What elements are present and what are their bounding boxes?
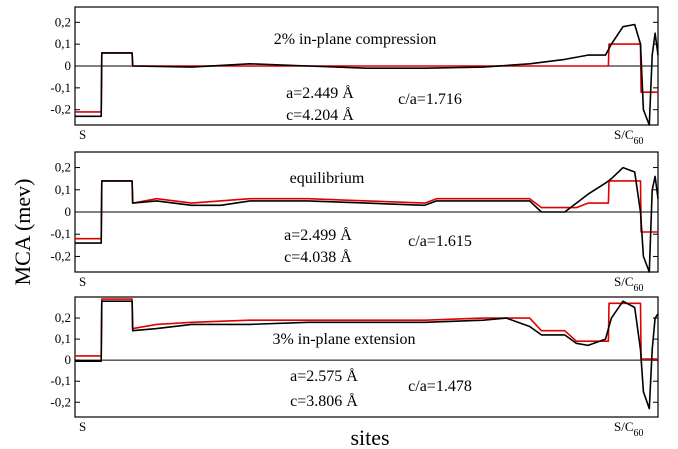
ca-ratio-label: c/a=1.478 — [408, 378, 472, 395]
series-red-line — [75, 298, 658, 360]
ca-ratio-label: c/a=1.615 — [408, 233, 472, 250]
y-tick-label: -0,1 — [50, 373, 71, 388]
panel-3: 0,2 0,1 0 -0,1 -0,2 S S/C60 3% in-plane extensi… — [50, 296, 659, 439]
x-start-label: S — [79, 419, 86, 434]
panel-frame — [74, 296, 659, 418]
series-red-line — [75, 180, 658, 240]
x-axis-label: sites — [350, 425, 389, 449]
lattice-a-label: a=2.449 Å — [286, 84, 354, 102]
y-tick-label: 0,1 — [55, 331, 71, 346]
y-tick-label: 0,1 — [55, 182, 71, 197]
lattice-c-label: c=4.038 Å — [284, 248, 352, 266]
series-black-line — [75, 166, 659, 273]
y-tick-label: 0 — [65, 204, 72, 219]
panel-2: 0,2 0,1 0 -0,1 -0,2 S S/C60 equilibrium a=2.499 … — [50, 151, 659, 294]
y-tick-label: -0,1 — [50, 80, 71, 95]
ca-ratio-label: c/a=1.716 — [398, 91, 462, 108]
series-red-line — [75, 43, 658, 113]
x-end-label: S/C60 — [614, 419, 644, 439]
lattice-a-label: a=2.499 Å — [284, 226, 352, 244]
y-tick-label: 0,2 — [55, 14, 71, 29]
x-end-subscript: 60 — [634, 283, 644, 294]
y-tick-label: -0,1 — [50, 226, 71, 241]
series-black-line — [75, 300, 659, 410]
x-end-subscript: 60 — [634, 428, 644, 439]
lattice-c-label: c=4.204 Å — [286, 106, 354, 124]
y-tick-label: 0,2 — [55, 160, 71, 175]
x-start-label: S — [79, 127, 86, 142]
series-black-line — [75, 23, 659, 126]
y-tick-label: 0 — [65, 352, 72, 367]
y-tick-label: -0,2 — [50, 394, 71, 409]
panel-title: 2% in-plane compression — [274, 31, 437, 48]
panel-1: 0,2 0,1 0 -0,1 -0,2 S S/C60 2% in-plane compres… — [50, 6, 659, 147]
panel-title: 3% in-plane extension — [272, 331, 415, 348]
y-tick-label: -0,2 — [50, 248, 71, 263]
panel-title: equilibrium — [290, 170, 365, 187]
lattice-c-label: c=3.806 Å — [290, 392, 358, 410]
y-tick-label: 0,2 — [55, 310, 71, 325]
y-tick-label: 0,1 — [55, 36, 71, 51]
y-axis-label: MCA (mev) — [10, 179, 35, 286]
lattice-a-label: a=2.575 Å — [290, 367, 358, 385]
x-start-label: S — [79, 274, 86, 289]
x-end-subscript: 60 — [634, 136, 644, 147]
panels-group: 0,2 0,1 0 -0,1 -0,2 S S/C60 2% in-plane compres… — [50, 6, 659, 439]
y-tick-label: -0,2 — [50, 102, 71, 117]
x-end-label: S/C60 — [614, 274, 644, 294]
y-tick-label: 0 — [65, 58, 72, 73]
x-end-label: S/C60 — [614, 127, 644, 147]
